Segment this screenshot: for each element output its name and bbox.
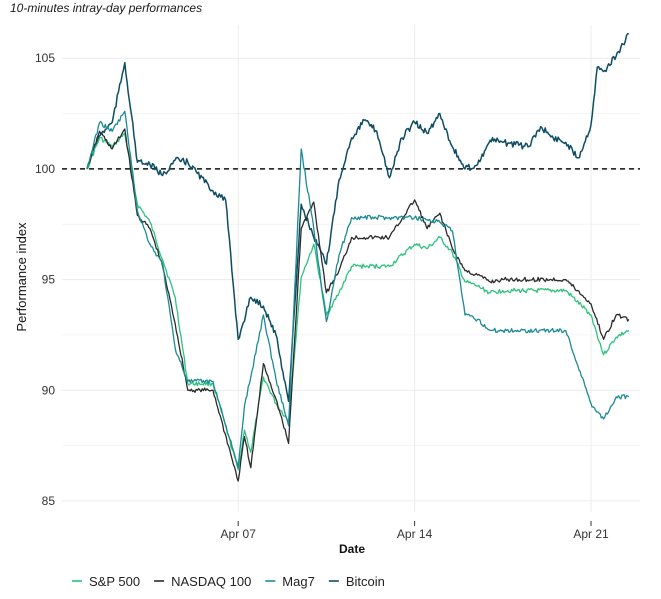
y-tick-label: 105 — [35, 51, 55, 65]
series-line-nasdaq-100 — [86, 128, 630, 482]
legend-item: Mag7 — [265, 574, 315, 589]
series-line-bitcoin — [86, 32, 629, 403]
series-layer — [86, 32, 630, 482]
x-axis-title: Date — [339, 542, 365, 556]
y-axis-title: Performance index — [14, 222, 29, 332]
x-tick-label: Apr 07 — [221, 527, 257, 541]
chart-subtitle: 10-minutes intray-day performances — [10, 1, 202, 15]
x-tick-label: Apr 14 — [397, 527, 433, 541]
legend-item: Bitcoin — [328, 574, 385, 589]
x-tick-label: Apr 21 — [573, 527, 609, 541]
y-tick-label: 85 — [42, 494, 56, 508]
legend-label: Bitcoin — [346, 574, 385, 589]
y-tick-label: 90 — [42, 383, 56, 397]
legend-label: NASDAQ 100 — [171, 574, 251, 589]
y-axis-ticks: 85 90 95 100 105 — [35, 51, 55, 508]
x-axis-ticks: Apr 07 Apr 14 Apr 21 — [221, 521, 609, 541]
grid — [62, 25, 640, 512]
series-line-s-p-500 — [86, 132, 630, 471]
legend-label: Mag7 — [282, 574, 315, 589]
series-line-mag7 — [86, 110, 630, 469]
y-tick-label: 95 — [42, 273, 56, 287]
legend-label: S&P 500 — [89, 574, 140, 589]
legend: S&P 500 NASDAQ 100 Mag7 Bitcoin — [72, 574, 385, 589]
legend-item: S&P 500 — [72, 574, 140, 589]
y-tick-label: 100 — [35, 162, 55, 176]
legend-item: NASDAQ 100 — [154, 574, 251, 589]
